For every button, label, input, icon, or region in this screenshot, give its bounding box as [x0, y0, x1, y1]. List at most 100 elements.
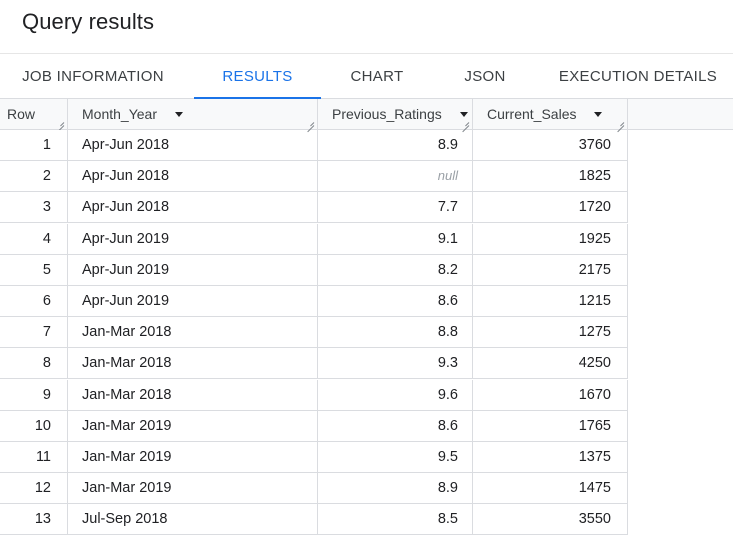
current-sales-cell-value: 1475 — [578, 480, 611, 497]
month-year-cell-value: Jul-Sep 2018 — [82, 511, 168, 528]
results-tab-bar: JOB INFORMATION RESULTS CHART JSON EXECU… — [0, 53, 733, 100]
current-sales-cell-value: 1925 — [578, 230, 611, 247]
tab-results[interactable]: RESULTS — [194, 54, 321, 100]
row-number-cell: 8 — [0, 348, 68, 380]
previous-ratings-cell: 9.6 — [318, 379, 473, 411]
table-row[interactable]: 10 Jan-Mar 2019 8.6 1765 — [0, 410, 628, 442]
month-year-cell-value: Jan-Mar 2018 — [82, 324, 172, 341]
sort-dropdown-icon[interactable] — [175, 112, 183, 117]
month-year-cell-value: Apr-Jun 2018 — [82, 137, 170, 153]
previous-ratings-cell: 9.5 — [318, 442, 473, 473]
row-number-cell-value: 1 — [42, 137, 51, 153]
current-sales-cell: 1925 — [473, 223, 628, 255]
current-sales-cell-value: 1375 — [578, 449, 611, 465]
previous-ratings-cell-value: null — [437, 168, 458, 184]
current-sales-cell-value: 3550 — [578, 511, 611, 528]
previous-ratings-cell: 8.6 — [318, 410, 473, 442]
column-resize-handle[interactable] — [307, 119, 314, 126]
column-header-label: Previous_Ratings — [332, 106, 442, 122]
month-year-cell: Jan-Mar 2019 — [68, 473, 318, 505]
header-filler — [628, 99, 733, 130]
month-year-cell: Apr-Jun 2018 — [68, 130, 318, 161]
row-number-cell: 5 — [0, 254, 68, 286]
row-number-cell-value: 4 — [42, 230, 51, 247]
column-resize-handle[interactable] — [462, 119, 469, 126]
month-year-cell: Jul-Sep 2018 — [68, 504, 318, 536]
current-sales-cell: 4250 — [473, 348, 628, 380]
row-number-cell: 13 — [0, 504, 68, 536]
row-number-cell: 6 — [0, 286, 68, 317]
previous-ratings-cell-value: 9.1 — [437, 230, 458, 247]
month-year-cell: Apr-Jun 2018 — [68, 192, 318, 224]
row-number-cell-value: 6 — [42, 293, 51, 309]
table-row[interactable]: 8 Jan-Mar 2018 9.3 4250 — [0, 348, 628, 380]
tab-execution-details[interactable]: EXECUTION DETAILS — [558, 68, 718, 85]
row-number-cell-value: 5 — [42, 261, 51, 278]
table-row[interactable]: 3 Apr-Jun 2018 7.7 1720 — [0, 192, 628, 224]
month-year-cell-value: Apr-Jun 2018 — [82, 168, 170, 185]
column-header-previous-ratings[interactable]: Previous_Ratings — [318, 99, 473, 130]
table-row[interactable]: 11 Jan-Mar 2019 9.5 1375 — [0, 442, 628, 473]
month-year-cell-value: Apr-Jun 2019 — [82, 293, 170, 309]
column-header-current-sales[interactable]: Current_Sales — [473, 99, 628, 130]
previous-ratings-cell-value: 9.3 — [437, 355, 458, 372]
column-header-row[interactable]: Row — [0, 99, 68, 130]
previous-ratings-cell: 9.3 — [318, 348, 473, 380]
previous-ratings-cell: 9.1 — [318, 223, 473, 255]
month-year-cell: Apr-Jun 2018 — [68, 161, 318, 193]
month-year-cell: Apr-Jun 2019 — [68, 254, 318, 286]
row-number-cell-value: 9 — [42, 386, 51, 403]
previous-ratings-cell-value: 9.6 — [437, 386, 458, 403]
row-number-cell: 12 — [0, 473, 68, 505]
tab-chart[interactable]: CHART — [350, 68, 404, 85]
sort-dropdown-icon[interactable] — [460, 112, 468, 117]
month-year-cell: Apr-Jun 2019 — [68, 286, 318, 317]
row-number-cell: 4 — [0, 223, 68, 255]
month-year-cell-value: Jan-Mar 2018 — [82, 386, 172, 403]
table-row[interactable]: 2 Apr-Jun 2018 null 1825 — [0, 161, 628, 193]
sort-dropdown-icon[interactable] — [594, 112, 602, 117]
current-sales-cell: 1670 — [473, 379, 628, 411]
row-number-cell-value: 13 — [34, 511, 51, 528]
row-number-cell: 1 — [0, 130, 68, 161]
tab-json[interactable]: JSON — [464, 68, 506, 85]
table-row[interactable]: 9 Jan-Mar 2018 9.6 1670 — [0, 379, 628, 411]
current-sales-cell: 3760 — [473, 130, 628, 161]
column-resize-handle[interactable] — [57, 119, 64, 126]
current-sales-cell: 1475 — [473, 473, 628, 505]
previous-ratings-cell-value: 8.5 — [437, 511, 458, 528]
table-row[interactable]: 6 Apr-Jun 2019 8.6 1215 — [0, 286, 628, 317]
previous-ratings-cell: 8.9 — [318, 130, 473, 161]
previous-ratings-cell: 8.2 — [318, 254, 473, 286]
current-sales-cell-value: 1720 — [578, 199, 611, 216]
month-year-cell-value: Jan-Mar 2019 — [82, 449, 172, 465]
row-number-cell: 3 — [0, 192, 68, 224]
column-header-month-year[interactable]: Month_Year — [68, 99, 318, 130]
column-resize-handle[interactable] — [617, 119, 624, 126]
previous-ratings-cell-value: 7.7 — [437, 199, 458, 216]
table-row[interactable]: 12 Jan-Mar 2019 8.9 1475 — [0, 473, 628, 505]
current-sales-cell: 1215 — [473, 286, 628, 317]
row-number-cell: 11 — [0, 442, 68, 473]
previous-ratings-cell-value: 8.8 — [437, 324, 458, 341]
current-sales-cell: 1720 — [473, 192, 628, 224]
previous-ratings-cell: null — [318, 161, 473, 193]
table-row[interactable]: 5 Apr-Jun 2019 8.2 2175 — [0, 254, 628, 286]
table-row[interactable]: 1 Apr-Jun 2018 8.9 3760 — [0, 130, 628, 161]
month-year-cell: Jan-Mar 2018 — [68, 348, 318, 380]
previous-ratings-cell-value: 8.6 — [437, 417, 458, 434]
table-row[interactable]: 13 Jul-Sep 2018 8.5 3550 — [0, 504, 628, 536]
row-number-cell-value: 10 — [34, 417, 51, 434]
column-header-label: Current_Sales — [487, 106, 577, 122]
row-number-cell: 2 — [0, 161, 68, 193]
previous-ratings-cell: 8.5 — [318, 504, 473, 536]
column-header-label: Month_Year — [82, 106, 157, 122]
table-row[interactable]: 4 Apr-Jun 2019 9.1 1925 — [0, 223, 628, 255]
row-number-cell-value: 2 — [42, 168, 51, 185]
row-number-cell-value: 12 — [34, 480, 51, 497]
table-row[interactable]: 7 Jan-Mar 2018 8.8 1275 — [0, 317, 628, 349]
tab-job-information[interactable]: JOB INFORMATION — [22, 68, 164, 85]
month-year-cell: Jan-Mar 2018 — [68, 317, 318, 349]
row-number-cell-value: 3 — [42, 199, 51, 216]
previous-ratings-cell: 8.8 — [318, 317, 473, 349]
